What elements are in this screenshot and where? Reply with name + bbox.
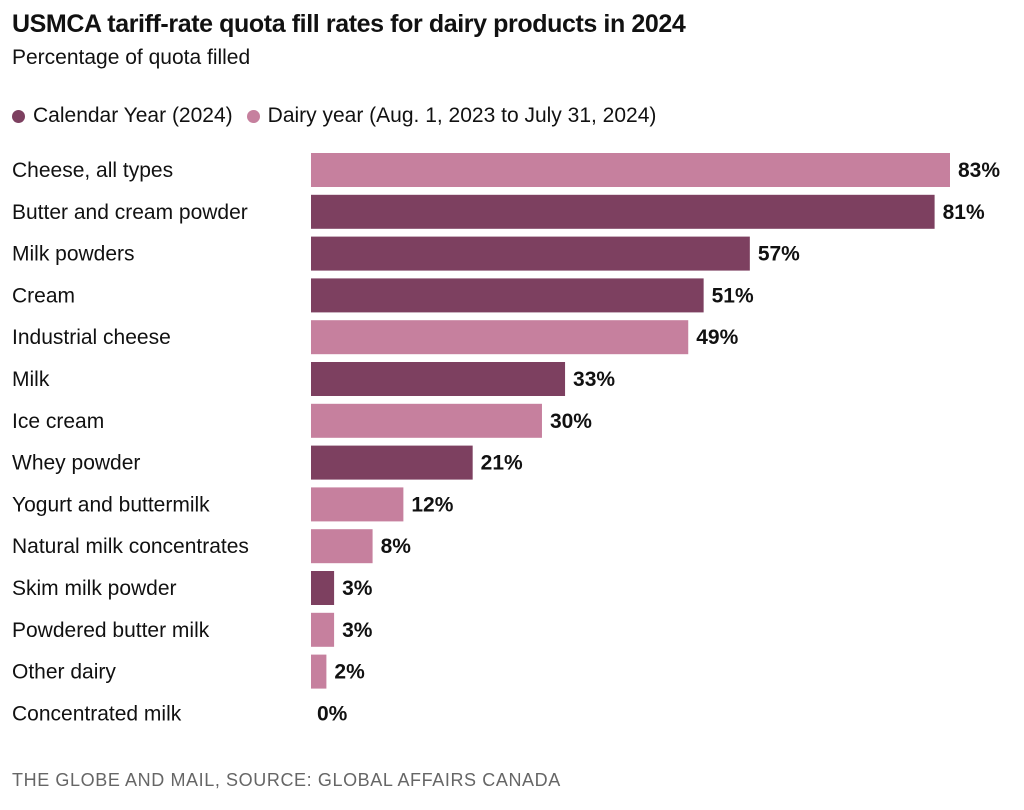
value-label: 0% bbox=[317, 702, 348, 725]
bar bbox=[311, 153, 950, 187]
bar bbox=[311, 362, 566, 396]
value-label: 2% bbox=[334, 661, 365, 684]
legend-label: Calendar Year (2024) bbox=[33, 104, 233, 127]
value-label: 57% bbox=[758, 243, 800, 266]
value-label: 51% bbox=[712, 284, 754, 307]
legend-swatch bbox=[246, 109, 260, 123]
bar bbox=[311, 529, 373, 564]
chart-title: USMCA tariff-rate quota fill rates for d… bbox=[12, 10, 686, 38]
bar bbox=[311, 487, 404, 522]
value-label: 81% bbox=[943, 201, 985, 224]
category-label: Yogurt and buttermilk bbox=[12, 493, 210, 516]
category-label: Powdered butter milk bbox=[12, 619, 210, 642]
category-label: Cheese, all types bbox=[12, 159, 173, 182]
source-credit: THE GLOBE AND MAIL, SOURCE: GLOBAL AFFAI… bbox=[12, 770, 561, 790]
bar bbox=[311, 236, 750, 271]
value-label: 3% bbox=[342, 577, 373, 600]
bar bbox=[311, 194, 935, 229]
bar bbox=[311, 403, 542, 438]
category-label: Skim milk powder bbox=[12, 577, 177, 600]
value-label: 30% bbox=[550, 410, 592, 433]
bar-chart: Cheese, all types 83% Butter and cream pow… bbox=[12, 153, 1000, 725]
category-label: Butter and cream powder bbox=[12, 201, 248, 224]
bar bbox=[311, 278, 704, 313]
bar bbox=[311, 571, 335, 605]
legend-swatch bbox=[12, 109, 25, 123]
category-label: Whey powder bbox=[12, 452, 140, 475]
legend-item-calendar-year: Calendar Year (2024) bbox=[12, 104, 233, 128]
value-label: 21% bbox=[481, 452, 523, 475]
bar bbox=[311, 654, 327, 689]
bar bbox=[311, 612, 335, 647]
category-label: Industrial cheese bbox=[12, 326, 171, 349]
bar bbox=[311, 320, 689, 355]
category-label: Concentrated milk bbox=[12, 702, 182, 725]
bar bbox=[311, 445, 473, 480]
category-label: Cream bbox=[12, 284, 75, 307]
value-label: 33% bbox=[573, 368, 615, 391]
legend-item-dairy-year: Dairy year (Aug. 1, 2023 to July 31, 202… bbox=[246, 104, 657, 128]
legend: Calendar Year (2024) Dairy year (Aug. 1,… bbox=[12, 104, 670, 128]
category-label: Ice cream bbox=[12, 410, 104, 433]
category-label: Natural milk concentrates bbox=[12, 535, 249, 558]
value-label: 12% bbox=[411, 493, 453, 516]
chart-subtitle: Percentage of quota filled bbox=[12, 46, 251, 69]
legend-label: Dairy year (Aug. 1, 2023 to July 31, 202… bbox=[267, 104, 657, 127]
value-label: 3% bbox=[342, 619, 373, 642]
value-label: 8% bbox=[381, 535, 412, 558]
value-label: 49% bbox=[696, 326, 738, 349]
value-label: 83% bbox=[958, 159, 1000, 182]
category-label: Milk bbox=[12, 368, 50, 391]
category-label: Other dairy bbox=[12, 661, 116, 684]
category-label: Milk powders bbox=[12, 243, 135, 266]
